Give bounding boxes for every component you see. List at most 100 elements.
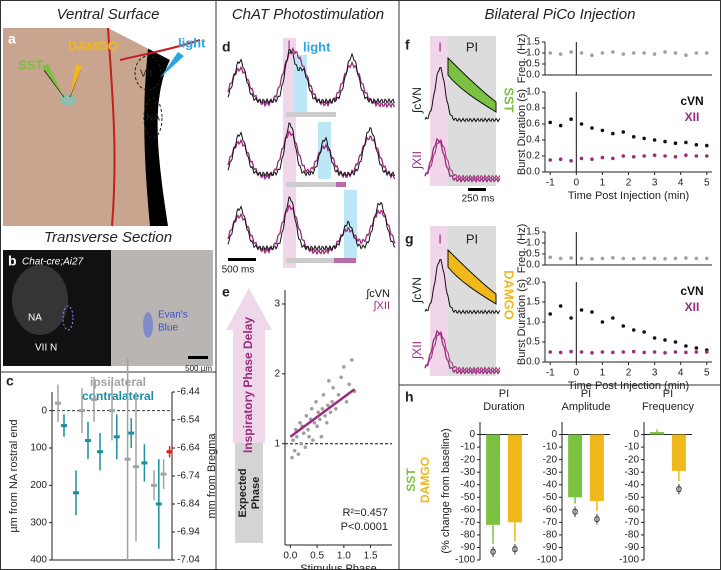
y-tick-label: 2.0 (526, 277, 540, 288)
y-tick-label: 0.5 (526, 337, 540, 348)
nucleus-outline (143, 97, 163, 139)
point (79, 409, 85, 413)
point (109, 409, 115, 413)
x-tick-label: 4 (678, 178, 684, 189)
point (642, 256, 646, 260)
point (330, 399, 334, 404)
panel-label: c (6, 373, 14, 389)
point (684, 153, 688, 157)
label: I (438, 39, 442, 54)
point (304, 413, 309, 418)
y-tick-label: -70 (461, 517, 476, 528)
trace (227, 47, 396, 109)
point (579, 156, 584, 161)
y-tick-label: 1.5 (526, 297, 540, 308)
point (631, 155, 636, 159)
phase-bar (336, 182, 346, 187)
panel-label: h (405, 389, 414, 405)
dye (143, 312, 153, 338)
trace (227, 196, 396, 252)
trace (227, 49, 396, 105)
panel-label: b (8, 253, 17, 269)
point (301, 431, 306, 436)
phase-bar (286, 182, 336, 187)
point (569, 256, 573, 260)
point (579, 122, 584, 126)
point (631, 256, 636, 261)
y-tick-label: -10 (625, 442, 640, 453)
point (558, 256, 563, 261)
x-tick-label: 3 (652, 178, 658, 189)
label: Blue (158, 323, 178, 334)
y-tick-label: 400 (30, 555, 47, 566)
point (307, 434, 311, 439)
point (321, 392, 326, 397)
light-band (294, 55, 307, 112)
scale-label: 250 ms (462, 194, 495, 205)
x-tick-label: 1.0 (337, 551, 351, 562)
point (319, 434, 324, 439)
point (652, 256, 657, 261)
y-tick-label: -60 (461, 504, 476, 515)
point (314, 399, 318, 404)
y-tick-label: -40 (461, 479, 476, 490)
point (652, 52, 657, 56)
point (558, 304, 563, 308)
y-tick-label: -80 (461, 530, 476, 541)
point (292, 448, 297, 453)
point (600, 128, 605, 133)
point (569, 117, 573, 121)
x-axis-label: Time Post Injection (min) (568, 380, 689, 392)
legend-label: ∫cVN (365, 288, 390, 300)
y-tick-label: -30 (625, 467, 640, 478)
y-tick-label: 1.5 (526, 227, 540, 238)
scale-bar (468, 188, 486, 191)
y-tick-label: -90 (461, 542, 476, 553)
point (631, 51, 636, 55)
label: VII (140, 69, 152, 80)
point (569, 50, 573, 54)
point (694, 256, 699, 261)
significance: ϕ (572, 505, 578, 517)
y-tick-label: -50 (461, 492, 476, 503)
y2-tick-label: -6.64 (177, 443, 200, 454)
x-tick-label: 0 (574, 178, 580, 189)
point (684, 140, 688, 145)
point (652, 153, 657, 157)
point (600, 51, 605, 55)
point (631, 328, 636, 332)
point (323, 413, 327, 418)
y-axis-label: Burst Duration (s) (516, 89, 528, 175)
legend-label: SST (404, 468, 418, 492)
y-tick-label: 200 (30, 480, 47, 491)
point (579, 350, 584, 354)
significance: ϕ (490, 546, 496, 558)
chart-title: Duration (483, 401, 525, 413)
y2-axis-label: mm from Bregma (206, 433, 218, 519)
y-tick-label: -40 (625, 479, 640, 490)
trace (227, 122, 396, 178)
x-tick-label: 1 (600, 368, 606, 379)
point (558, 157, 563, 161)
x-tick-label: 5 (704, 368, 710, 379)
trace (227, 204, 396, 256)
label: Evan's (158, 310, 188, 321)
panel-label: f (405, 37, 410, 53)
y-tick-label: -60 (543, 504, 558, 515)
point (590, 310, 594, 314)
point (299, 441, 303, 446)
panel-label: g (405, 231, 414, 247)
point (704, 143, 709, 148)
point (344, 399, 349, 404)
point (642, 154, 646, 158)
point (611, 131, 615, 136)
point (558, 123, 563, 128)
y-tick-label: -10 (461, 442, 476, 453)
point (298, 420, 302, 425)
scale-label: 500 ms (222, 265, 255, 276)
y-axis-label: Freq. (Hz) (516, 34, 528, 84)
point (296, 452, 301, 456)
pointer (70, 64, 82, 97)
point (621, 154, 626, 158)
label: SST (502, 87, 517, 112)
